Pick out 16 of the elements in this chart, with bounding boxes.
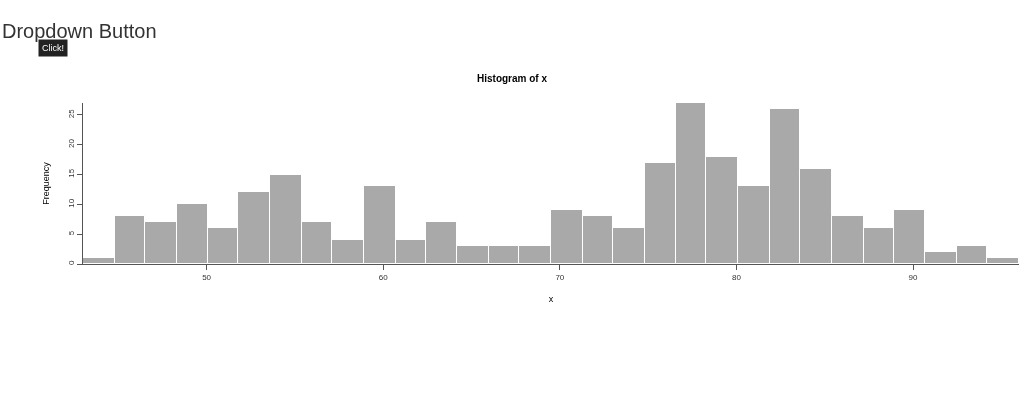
y-tick-label: 20 [66, 138, 76, 148]
x-tick-label: 50 [202, 272, 212, 282]
x-tick-label: 70 [555, 272, 565, 282]
y-tick-label: 10 [66, 198, 76, 208]
y-axis-title: Frequency [41, 161, 52, 205]
text: Dropdown Button [2, 20, 157, 42]
y-tick-label: 5 [66, 230, 76, 236]
y-tick-label: 15 [66, 168, 76, 178]
x-tick-label: 60 [378, 272, 389, 282]
x-tick-label: 80 [731, 272, 742, 282]
text: Click! [42, 43, 64, 53]
y-tick-label: 0 [66, 260, 76, 266]
x-axis-title: x [548, 294, 554, 305]
chart-title: Histogram of x [476, 72, 548, 84]
y-tick-label: 25 [66, 108, 76, 119]
x-tick-label: 90 [908, 272, 919, 282]
